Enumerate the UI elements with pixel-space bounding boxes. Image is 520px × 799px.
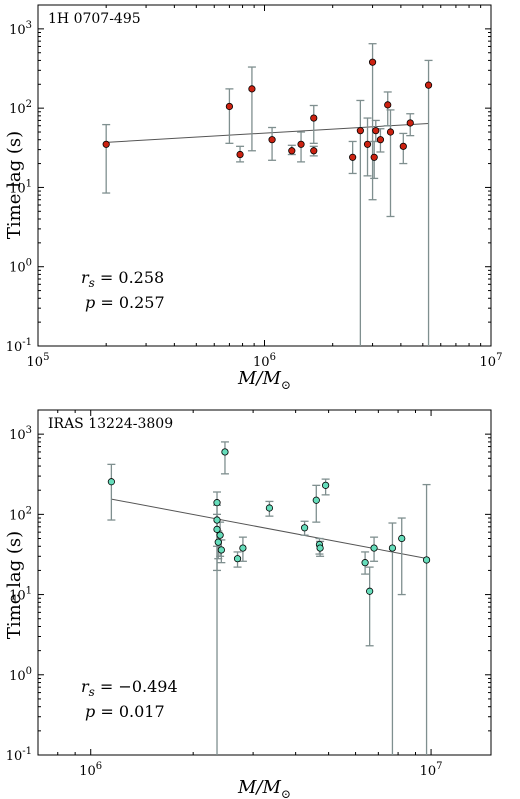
data-point (368, 58, 377, 66)
data-point (102, 140, 110, 148)
data-point (239, 544, 247, 552)
data-point (297, 140, 305, 148)
x-axis-title: M/M⊙ (237, 777, 291, 799)
data-point (265, 504, 274, 512)
data-point (349, 153, 357, 161)
p-value: p = 0.257 (85, 293, 165, 312)
data-point (399, 142, 407, 150)
data-point (268, 136, 276, 144)
data-point (221, 448, 229, 456)
y-tick-label: 101 (9, 178, 32, 196)
data-point (366, 587, 374, 595)
y-tick-label: 103 (9, 425, 32, 443)
data-point (233, 555, 242, 563)
data-point (312, 496, 320, 504)
data-point (406, 119, 414, 127)
data-point (236, 150, 244, 159)
data-point (310, 114, 318, 122)
y-tick-label: 10-1 (6, 337, 32, 355)
data-point (213, 525, 221, 533)
data-point (398, 534, 406, 543)
data-point (376, 136, 385, 144)
y-tick-label: 103 (9, 20, 32, 38)
plot-frame (37, 409, 492, 756)
data-point (388, 544, 397, 552)
data-point (213, 516, 221, 524)
data-point (363, 140, 372, 148)
fit-line (106, 123, 429, 143)
data-point (216, 531, 224, 539)
y-tick-label: 101 (9, 586, 32, 604)
data-point (225, 102, 234, 111)
x-axis-title: M/M⊙ (237, 368, 291, 392)
data-point (322, 481, 330, 489)
rs-statistic: rs = 0.258 (81, 268, 164, 290)
rs-statistic: rs = −0.494 (81, 677, 178, 699)
data-point (370, 544, 378, 552)
data-point (288, 147, 296, 155)
y-tick-label: 10-1 (6, 746, 32, 764)
x-tick-label: 105 (27, 352, 50, 370)
y-tick-label: 102 (9, 99, 32, 117)
y-tick-label: 100 (9, 666, 32, 684)
x-tick-label: 106 (79, 761, 102, 779)
panel-label: IRAS 13224-3809 (48, 416, 173, 432)
data-point (214, 538, 222, 546)
data-point (386, 128, 395, 136)
y-axis-title: Time lag (s) (4, 531, 25, 639)
data-point (384, 101, 392, 109)
x-tick-label: 107 (480, 352, 503, 370)
y-tick-label: 100 (9, 258, 32, 276)
data-point (310, 147, 318, 155)
data-point (372, 127, 380, 135)
x-tick-label: 107 (420, 761, 443, 779)
data-point (370, 153, 378, 161)
data-point (422, 556, 431, 564)
data-point (356, 127, 364, 135)
x-tick-label: 106 (253, 352, 276, 370)
chart-panel-2: 10-1 100 101 102 103 106 107 Time lag (s) M/M⊙ IR… (4, 409, 492, 799)
data-point (107, 478, 115, 486)
panel-label: 1H 0707-495 (48, 11, 141, 27)
data-point (248, 85, 256, 93)
data-point (300, 524, 309, 532)
y-tick-label: 102 (9, 505, 32, 523)
data-point (361, 559, 369, 567)
data-point (213, 499, 221, 507)
p-value: p = 0.017 (85, 702, 165, 721)
chart-panel-1: 10-1 100 101 102 103 105 106 107 Time lag (s) M/M… (4, 4, 503, 392)
data-point (316, 544, 324, 552)
y-axis-title: Time lag (s) (4, 131, 25, 239)
data-point (424, 81, 433, 89)
data-point (217, 546, 225, 554)
